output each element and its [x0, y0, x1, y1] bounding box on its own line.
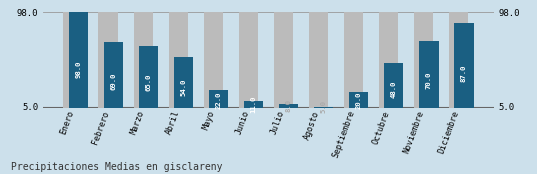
Bar — [314, 107, 333, 112]
Bar — [204, 12, 223, 112]
Bar — [134, 12, 153, 112]
Bar — [384, 63, 403, 112]
Bar — [419, 41, 439, 112]
Bar — [244, 101, 264, 112]
Bar — [104, 42, 124, 112]
Bar — [279, 104, 299, 112]
Bar — [169, 12, 188, 112]
Bar — [63, 12, 83, 112]
Text: 5.0: 5.0 — [321, 100, 327, 113]
Bar — [413, 12, 433, 112]
Bar — [344, 12, 363, 112]
Bar — [449, 12, 468, 112]
Text: 69.0: 69.0 — [111, 72, 117, 89]
Bar — [139, 46, 158, 112]
Bar — [98, 12, 118, 112]
Text: Precipitaciones Medias en gisclareny: Precipitaciones Medias en gisclareny — [11, 162, 222, 172]
Bar — [69, 12, 88, 112]
Text: 48.0: 48.0 — [391, 81, 397, 98]
Bar — [454, 23, 474, 112]
Text: 22.0: 22.0 — [216, 91, 222, 109]
Bar — [379, 12, 398, 112]
Bar — [238, 12, 258, 112]
Bar — [209, 90, 228, 112]
Text: 70.0: 70.0 — [426, 72, 432, 89]
Text: 87.0: 87.0 — [461, 65, 467, 82]
Text: 20.0: 20.0 — [356, 92, 362, 109]
Bar — [309, 12, 328, 112]
Text: 65.0: 65.0 — [146, 74, 152, 91]
Bar — [174, 57, 193, 112]
Text: 98.0: 98.0 — [76, 60, 82, 78]
Text: 8.0: 8.0 — [286, 99, 292, 112]
Text: 11.0: 11.0 — [251, 96, 257, 113]
Text: 54.0: 54.0 — [181, 78, 187, 96]
Bar — [273, 12, 293, 112]
Bar — [349, 92, 368, 112]
